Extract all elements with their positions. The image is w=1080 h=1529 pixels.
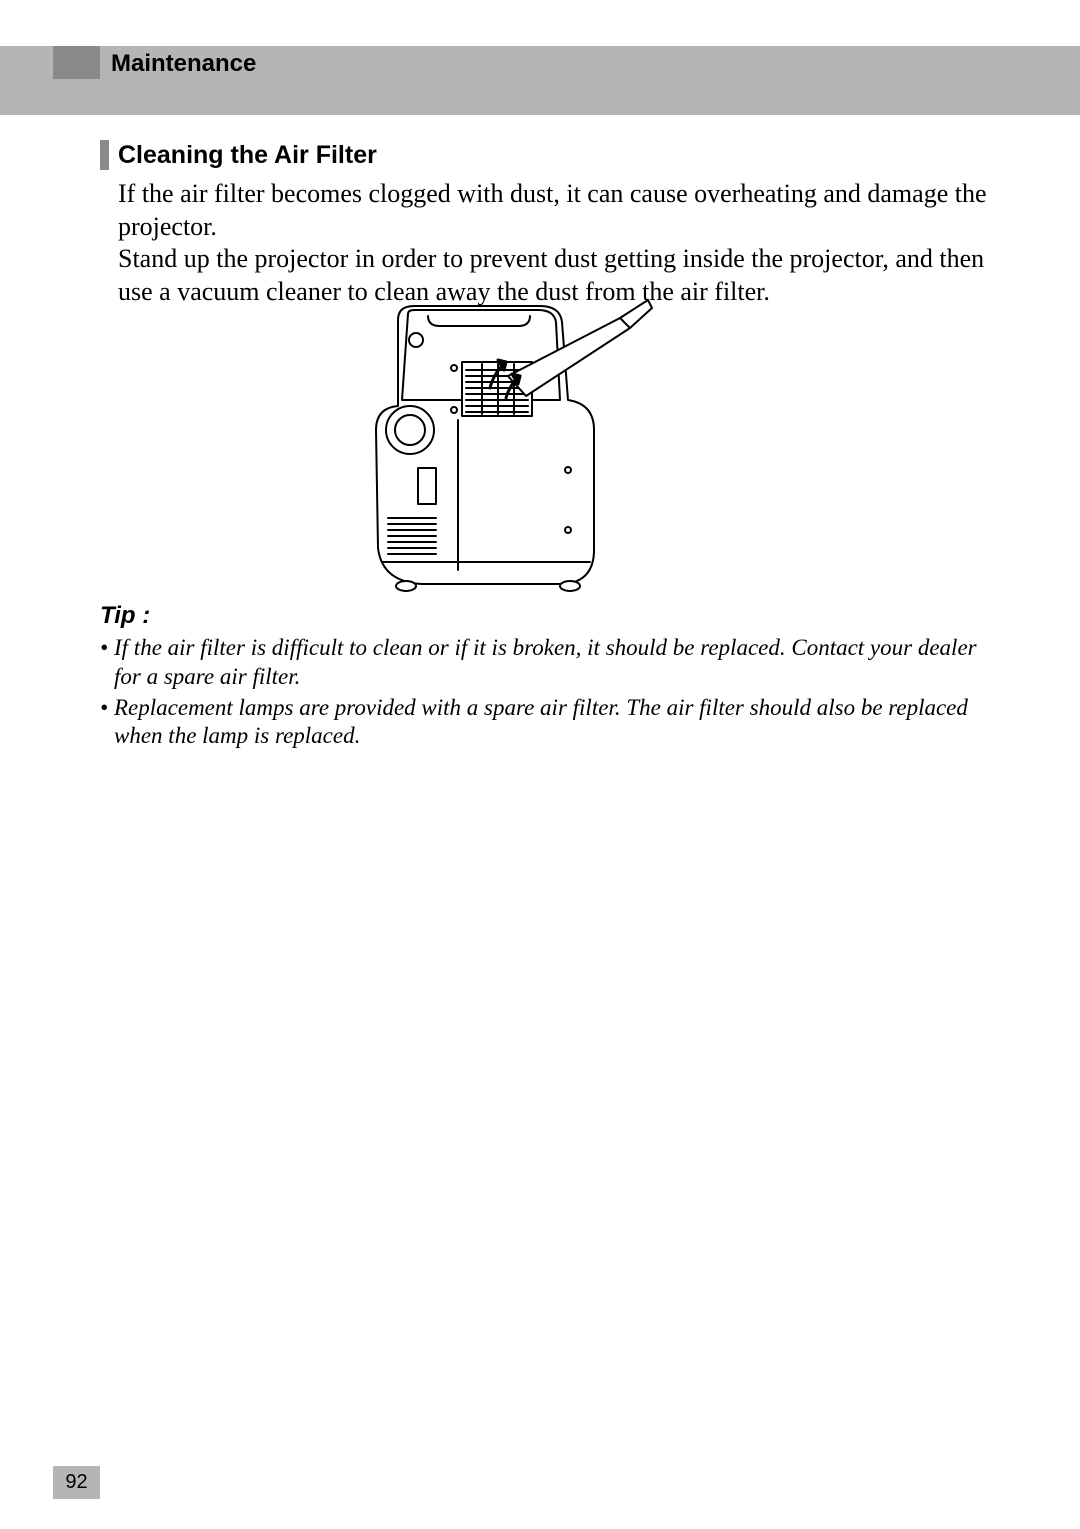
section-title-text: Cleaning the Air Filter: [118, 141, 377, 170]
page-number: 92: [53, 1466, 100, 1499]
section-heading: Cleaning the Air Filter: [100, 140, 377, 170]
tip-item-text: If the air filter is difficult to clean …: [114, 634, 998, 692]
body-paragraph: If the air filter becomes clogged with d…: [118, 178, 998, 308]
tip-item: • If the air filter is difficult to clea…: [100, 634, 998, 692]
tip-label: Tip :: [100, 602, 150, 630]
tip-item-text: Replacement lamps are provided with a sp…: [114, 694, 998, 752]
header-accent-block: [53, 46, 100, 79]
bullet-icon: •: [100, 634, 114, 692]
page-number-text: 92: [65, 1471, 87, 1494]
header-title: Maintenance: [111, 50, 256, 78]
bullet-icon: •: [100, 694, 114, 752]
tip-item: • Replacement lamps are provided with a …: [100, 694, 998, 752]
tip-list: • If the air filter is difficult to clea…: [100, 634, 998, 753]
projector-illustration: [358, 300, 653, 596]
section-accent-bar: [100, 140, 109, 170]
